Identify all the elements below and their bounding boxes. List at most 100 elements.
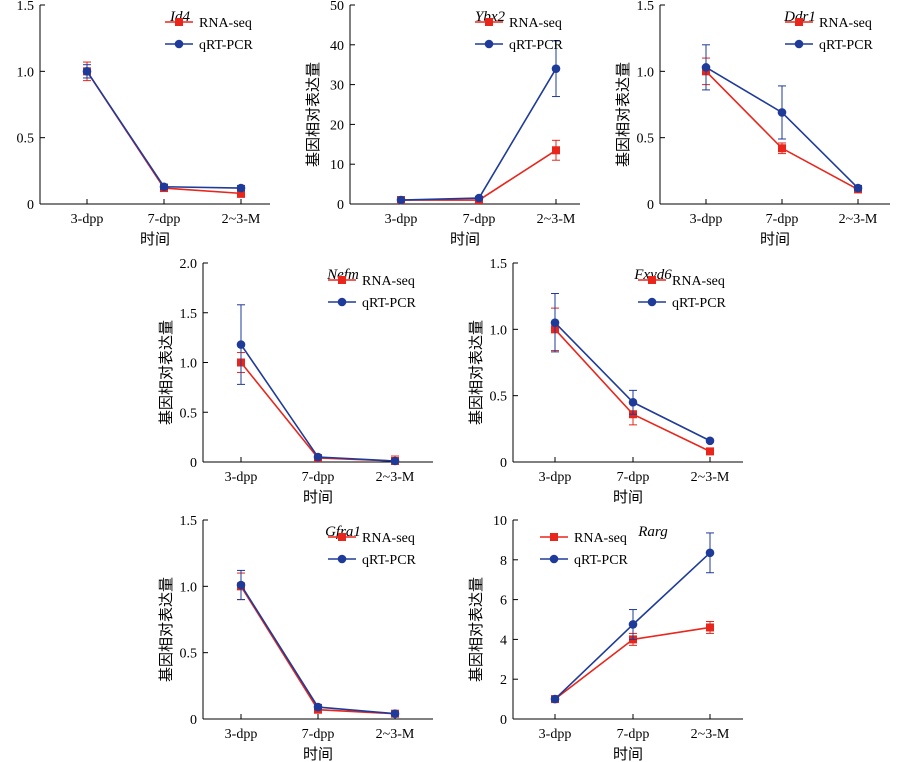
y-tick-label: 40	[330, 39, 344, 54]
data-point	[706, 447, 714, 456]
series-line	[401, 149, 557, 201]
series-line	[86, 70, 242, 189]
y-tick-label: 1.0	[490, 323, 508, 338]
legend-label: RNA-seq	[672, 274, 725, 289]
series-line	[240, 584, 396, 715]
series-line	[400, 68, 557, 201]
x-tick-label: 7-dpp	[617, 727, 650, 742]
series-rna-seq	[83, 61, 245, 198]
legend-marker	[794, 39, 804, 49]
y-tick-label: 1.5	[490, 257, 508, 272]
x-tick-label: 7-dpp	[766, 212, 799, 227]
chart-title: Fxyd6	[633, 267, 672, 283]
x-tick-label: 3-dpp	[225, 470, 258, 485]
y-axis-title: 基因相对表达量	[615, 62, 632, 167]
legend-label: RNA-seq	[199, 16, 252, 31]
data-point	[706, 623, 714, 632]
y-tick-label: 20	[330, 118, 344, 133]
y-tick-label: 0.5	[490, 390, 508, 405]
legend-marker	[550, 533, 558, 541]
data-point	[390, 709, 400, 718]
data-point	[236, 580, 246, 590]
y-tick-label: 0	[337, 198, 344, 213]
legend: RNA-seq qRT-PCR	[638, 274, 727, 311]
y-tick-label: 0	[190, 713, 197, 728]
legend-marker	[485, 18, 493, 26]
y-tick-label: 1.5	[637, 0, 655, 14]
legend-marker	[174, 39, 184, 49]
legend-marker	[484, 39, 494, 49]
y-tick-label: 8	[500, 554, 507, 569]
data-point	[705, 548, 715, 558]
y-tick-label: 1.0	[17, 65, 35, 80]
y-axis-title: 基因相对表达量	[158, 577, 175, 682]
chart-title: Nefm	[326, 267, 359, 283]
legend-label: RNA-seq	[509, 16, 562, 31]
x-tick-label: 2~3-M	[376, 470, 415, 485]
y-tick-label: 0.5	[180, 647, 198, 662]
data-point	[82, 67, 92, 76]
series-rna-seq	[551, 307, 714, 456]
data-point	[628, 620, 638, 629]
legend-label: RNA-seq	[362, 274, 415, 289]
chart-panel-rarg: 0 2 4 6 8 10 3-dpp 7-dpp 2~3-M 时间 基因相对表达量 Rarg RNA-s…	[468, 514, 743, 762]
y-tick-label: 50	[330, 0, 344, 14]
y-tick-label: 10	[493, 514, 507, 529]
x-tick-label: 2~3-M	[537, 212, 576, 227]
data-point	[551, 64, 561, 73]
y-tick-label: 0.5	[637, 132, 655, 147]
chart-title: Ddr1	[783, 9, 816, 25]
y-axis-title: 基因相对表达量	[468, 320, 485, 425]
y-tick-label: 1.5	[180, 514, 198, 529]
legend-label: qRT-PCR	[574, 553, 629, 568]
data-point	[159, 182, 169, 192]
chart-title: Ybx2	[475, 9, 506, 25]
x-axis-title: 时间	[613, 746, 643, 762]
y-tick-label: 1.0	[637, 65, 655, 80]
y-axis-title: 基因相对表达量	[305, 62, 322, 167]
legend-marker	[338, 276, 346, 284]
legend-label: qRT-PCR	[362, 296, 417, 311]
series-rna-seq	[237, 352, 399, 466]
y-tick-label: 0	[647, 198, 654, 213]
legend-marker	[647, 297, 657, 307]
legend-label: RNA-seq	[819, 16, 872, 31]
legend: RNA-seq qRT-PCR	[785, 16, 874, 53]
legend-label: qRT-PCR	[672, 296, 727, 311]
data-point	[474, 193, 484, 203]
y-tick-label: 30	[330, 79, 344, 94]
x-tick-label: 2~3-M	[376, 727, 415, 742]
y-tick-label: 6	[500, 594, 507, 609]
data-point	[237, 189, 245, 198]
data-point	[628, 398, 638, 407]
x-tick-label: 2~3-M	[222, 212, 261, 227]
series-qrt-pcr	[236, 304, 400, 466]
y-tick-label: 10	[330, 158, 344, 173]
data-point	[552, 146, 560, 155]
legend-marker	[795, 18, 803, 26]
legend-label: qRT-PCR	[509, 38, 564, 53]
legend-label: qRT-PCR	[819, 38, 874, 53]
legend-label: RNA-seq	[362, 531, 415, 546]
series-rna-seq	[237, 572, 399, 718]
legend: RNA-seq qRT-PCR	[540, 531, 629, 568]
y-tick-label: 0	[500, 713, 507, 728]
chart-panel-fxyd6: 0 0.5 1.0 1.5 3-dpp 7-dpp 2~3-M 时间 基因相对表达量 Fxyd6 R…	[468, 257, 743, 506]
x-tick-label: 2~3-M	[691, 470, 730, 485]
x-axis-title: 时间	[450, 231, 480, 248]
y-tick-label: 1.0	[180, 580, 198, 595]
series-qrt-pcr	[701, 44, 863, 193]
series-line	[240, 344, 396, 462]
series-qrt-pcr	[550, 532, 715, 704]
y-tick-label: 0.5	[17, 132, 35, 147]
x-axis-title: 时间	[613, 489, 643, 506]
x-tick-label: 3-dpp	[539, 470, 572, 485]
y-tick-label: 1.5	[180, 307, 198, 322]
legend: RNA-seq qRT-PCR	[328, 531, 417, 568]
legend: RNA-seq qRT-PCR	[328, 274, 417, 311]
chart-panel-nefm: 0 0.5 1.0 1.5 2.0 3-dpp 7-dpp 2~3-M 时间 基因相对表达量 Nef…	[158, 257, 433, 506]
x-tick-label: 7-dpp	[302, 727, 335, 742]
data-point	[705, 436, 715, 446]
legend-marker	[337, 554, 347, 564]
x-tick-label: 3-dpp	[539, 727, 572, 742]
